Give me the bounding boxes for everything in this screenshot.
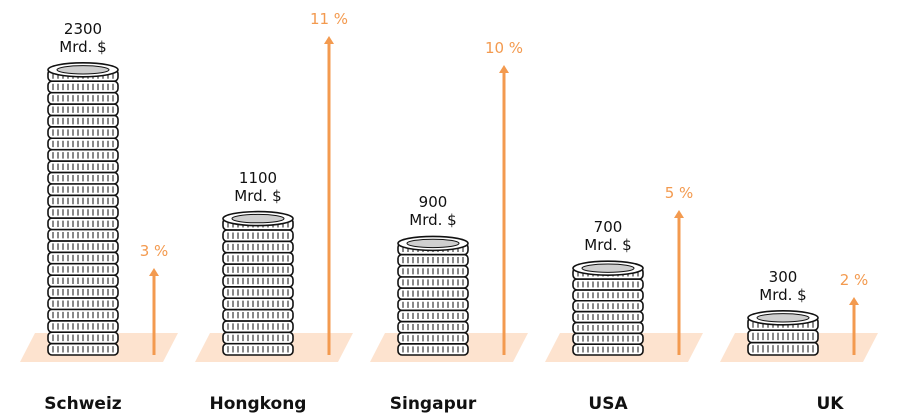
value-label: 2300 Mrd. $ [59,19,107,56]
percent-label: 3 % [139,242,169,260]
value-label: 1100 Mrd. $ [234,168,282,205]
coin-face [581,263,635,273]
arrow-head [499,65,509,73]
category-label: USA [588,394,628,414]
coin-face [56,65,110,75]
coin-stack [747,309,819,356]
growth-arrow [674,210,684,355]
category-label: Singapur [389,394,477,414]
coin-face [406,238,460,249]
percent-label: 2 % [839,271,869,289]
percent-label: 11 % [309,10,349,28]
value-label: 900 Mrd. $ [409,193,457,230]
coin-face [231,213,285,224]
percent-label: 5 % [664,184,694,202]
arrow-head [324,36,334,44]
category-label: Schweiz [44,394,122,414]
percent-label: 10 % [484,39,524,57]
growth-arrow [149,268,159,355]
coin-face [756,313,810,323]
growth-arrow [324,36,334,355]
coin-stack [222,210,294,356]
growth-arrow [849,297,859,355]
value-label: 700 Mrd. $ [584,218,632,255]
coin-stack [397,235,469,356]
arrow-head [849,297,859,305]
arrow-head [674,210,684,218]
category-label: Hongkong [209,394,307,414]
value-label: 300 Mrd. $ [759,267,807,304]
growth-arrow [499,65,509,355]
coin-stack [572,260,644,356]
category-label: UK [816,394,844,414]
coin-stack [47,62,119,356]
arrow-head [149,268,159,276]
